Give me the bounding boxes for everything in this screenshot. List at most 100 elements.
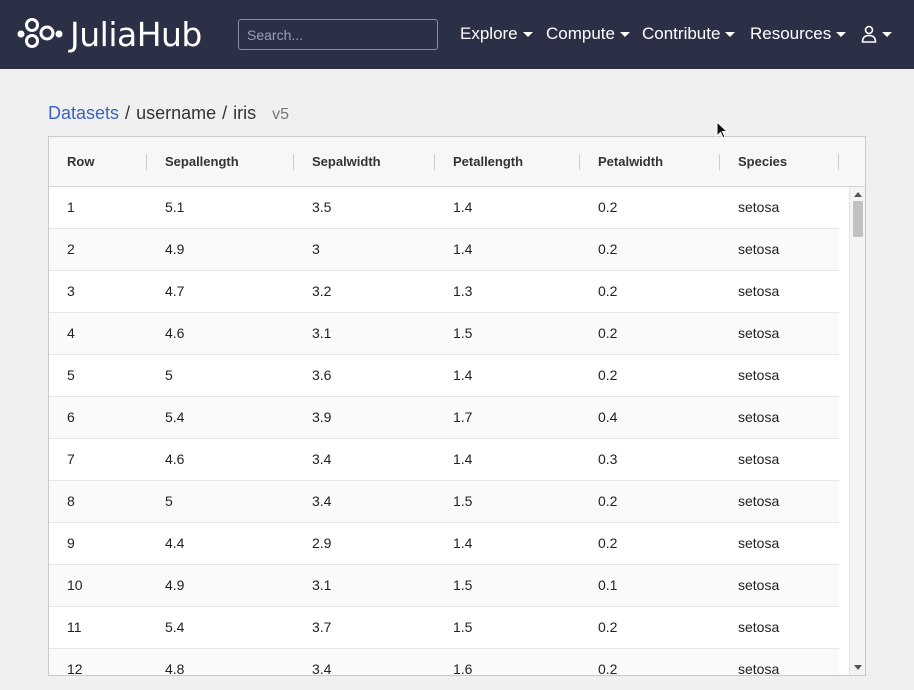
table-cell-sepalwidth: 3.7 [312,619,332,635]
dataset-table-card: Row Sepallength Sepalwidth Petallength Petal… [48,136,866,676]
chevron-down-icon [882,31,892,37]
table-cell-sepalwidth: 3.1 [312,325,332,341]
nav-compute[interactable]: Compute [546,24,630,44]
table-cell-row: 8 [67,493,75,509]
table-cell-petalwidth: 0.2 [598,535,618,551]
table-cell-petallength: 1.4 [453,535,473,551]
brand-name: JuliaHub [70,14,202,54]
table-row[interactable]: 12 4.8 3.4 1.6 0.2 setosa [49,649,839,676]
nav-compute-label: Compute [546,24,615,43]
table-cell-species: setosa [738,325,780,341]
table-cell-sepallength: 4.9 [165,241,185,257]
table-row[interactable]: 7 4.6 3.4 1.4 0.3 setosa [49,439,839,481]
table-row[interactable]: 9 4.4 2.9 1.4 0.2 setosa [49,523,839,565]
table-cell-row: 5 [67,367,75,383]
table-cell-petallength: 1.5 [453,577,473,593]
table-cell-row: 12 [67,661,83,676]
table-cell-sepallength: 5.1 [165,199,185,215]
user-icon [861,25,877,43]
table-cell-petallength: 1.4 [453,241,473,257]
table-cell-species: setosa [738,367,780,383]
chevron-down-icon [836,31,847,37]
table-cell-species: setosa [738,241,780,257]
table-cell-sepalwidth: 2.9 [312,535,332,551]
table-cell-row: 2 [67,241,75,257]
breadcrumb-separator: / [125,103,131,123]
column-header-row[interactable]: Row [67,154,95,169]
search-input[interactable] [238,19,438,50]
table-cell-sepallength: 5 [165,493,173,509]
table-cell-sepalwidth: 3.9 [312,409,332,425]
breadcrumb-dataset-name: iris [233,103,257,123]
table-cell-sepallength: 5.4 [165,619,185,635]
table-cell-petallength: 1.7 [453,409,473,425]
table-cell-petalwidth: 0.2 [598,199,618,215]
column-divider[interactable] [293,154,294,170]
nav-resources-label: Resources [750,24,832,43]
breadcrumb: Datasets / username / iris v5 [48,103,289,124]
table-cell-petalwidth: 0.2 [598,493,618,509]
chevron-down-icon [522,31,533,37]
table-cell-petallength: 1.5 [453,619,473,635]
column-header-species[interactable]: Species [738,154,788,169]
nav-explore[interactable]: Explore [460,24,533,44]
table-header: Row Sepallength Sepalwidth Petallength Petal… [49,137,865,187]
table-cell-sepallength: 5 [165,367,173,383]
scrollbar-thumb[interactable] [853,201,863,237]
dataset-version: v5 [272,106,290,123]
nav-resources[interactable]: Resources [750,24,847,44]
nav-contribute[interactable]: Contribute [642,24,736,44]
table-cell-petalwidth: 0.2 [598,241,618,257]
table-cell-species: setosa [738,661,780,676]
user-menu[interactable] [861,25,892,43]
table-cell-sepalwidth: 3.4 [312,451,332,467]
table-cell-petalwidth: 0.4 [598,409,618,425]
table-cell-petallength: 1.6 [453,661,473,676]
breadcrumb-datasets-link[interactable]: Datasets [48,103,120,123]
top-navbar: JuliaHub Explore Compute Contribute Reso… [0,0,914,69]
table-cell-sepalwidth: 3 [312,241,320,257]
column-header-petalwidth[interactable]: Petalwidth [598,154,664,169]
juliahub-logo[interactable]: JuliaHub [16,14,202,54]
table-cell-sepalwidth: 3.4 [312,493,332,509]
table-cell-petallength: 1.4 [453,199,473,215]
table-scrollbar[interactable] [849,187,865,675]
scroll-up-arrow-icon[interactable] [854,192,862,197]
table-cell-row: 11 [67,619,82,635]
table-row[interactable]: 11 5.4 3.7 1.5 0.2 setosa [49,607,839,649]
table-row[interactable]: 4 4.6 3.1 1.5 0.2 setosa [49,313,839,355]
table-row[interactable]: 1 5.1 3.5 1.4 0.2 setosa [49,187,839,229]
table-cell-row: 3 [67,283,75,299]
table-body[interactable]: 1 5.1 3.5 1.4 0.2 setosa 2 4.9 3 1.4 0.2 setosa 3 4.7… [49,187,839,676]
table-cell-row: 1 [67,199,75,215]
column-divider[interactable] [146,154,147,170]
table-row[interactable]: 6 5.4 3.9 1.7 0.4 setosa [49,397,839,439]
table-row[interactable]: 2 4.9 3 1.4 0.2 setosa [49,229,839,271]
table-cell-sepalwidth: 3.6 [312,367,332,383]
table-cell-row: 10 [67,577,83,593]
table-cell-petalwidth: 0.2 [598,619,618,635]
chevron-down-icon [619,31,630,37]
table-cell-sepallength: 5.4 [165,409,185,425]
column-header-sepallength[interactable]: Sepallength [165,154,239,169]
table-cell-sepalwidth: 3.2 [312,283,332,299]
table-row[interactable]: 10 4.9 3.1 1.5 0.1 setosa [49,565,839,607]
julia-dots-icon [17,18,63,48]
table-cell-petallength: 1.4 [453,451,473,467]
column-divider[interactable] [579,154,580,170]
table-row[interactable]: 8 5 3.4 1.5 0.2 setosa [49,481,839,523]
column-header-petallength[interactable]: Petallength [453,154,524,169]
table-cell-row: 9 [67,535,75,551]
table-row[interactable]: 3 4.7 3.2 1.3 0.2 setosa [49,271,839,313]
column-divider[interactable] [838,154,839,170]
table-cell-petallength: 1.5 [453,325,473,341]
table-cell-species: setosa [738,619,780,635]
table-cell-petalwidth: 0.2 [598,367,618,383]
table-cell-species: setosa [738,283,780,299]
column-divider[interactable] [434,154,435,170]
table-cell-petalwidth: 0.1 [598,577,618,593]
column-divider[interactable] [719,154,720,170]
table-row[interactable]: 5 5 3.6 1.4 0.2 setosa [49,355,839,397]
scroll-down-arrow-icon[interactable] [854,665,862,670]
column-header-sepalwidth[interactable]: Sepalwidth [312,154,381,169]
